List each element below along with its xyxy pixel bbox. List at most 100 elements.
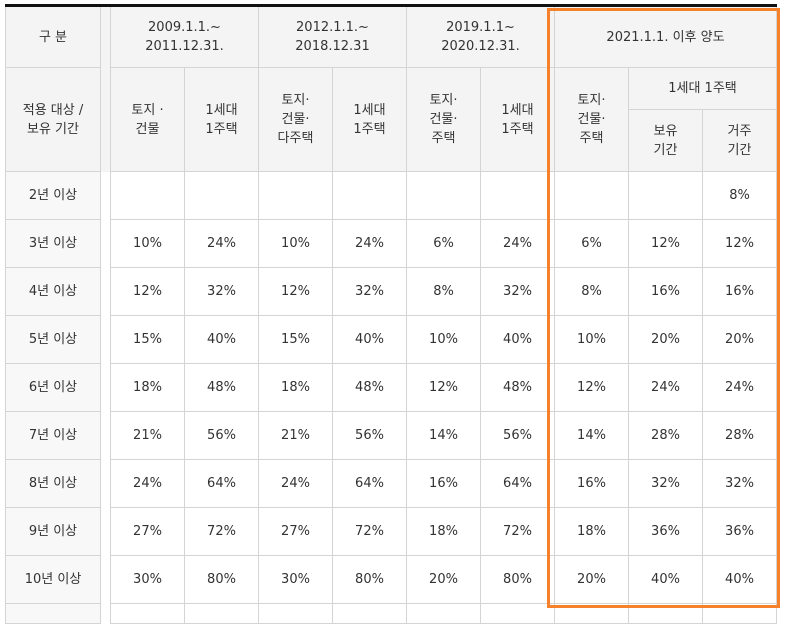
- rate-cell: 8%: [554, 267, 629, 316]
- rate-cell: 72%: [480, 507, 555, 556]
- rate-cell: 18%: [110, 363, 185, 412]
- row-label: 5년 이상: [5, 315, 101, 364]
- table-row: [5, 603, 777, 624]
- rate-cell: 56%: [480, 411, 555, 460]
- rate-cell: 24%: [184, 219, 259, 268]
- rate-cell: 20%: [406, 555, 481, 604]
- header-one-house: 1세대 1주택: [628, 67, 777, 110]
- rate-cell: 48%: [332, 363, 407, 412]
- rate-cell: 56%: [332, 411, 407, 460]
- deduction-rate-table: 구 분 2009.1.1.~ 2011.12.31. 2012.1.1.~ 20…: [5, 4, 777, 624]
- rate-cell: 15%: [258, 315, 333, 364]
- rate-cell: [110, 171, 185, 220]
- rate-cell: [258, 171, 333, 220]
- rate-cell: 20%: [628, 315, 703, 364]
- header-sub: 1세대 1주택: [184, 67, 259, 172]
- rate-cell: 18%: [258, 363, 333, 412]
- rate-cell: 40%: [184, 315, 259, 364]
- row-label: 9년 이상: [5, 507, 101, 556]
- gap: [100, 171, 111, 220]
- rate-cell: [332, 603, 407, 624]
- row-label: 3년 이상: [5, 219, 101, 268]
- rate-cell: 56%: [184, 411, 259, 460]
- gap: [100, 603, 111, 624]
- rate-cell: 24%: [480, 219, 555, 268]
- row-label: 8년 이상: [5, 459, 101, 508]
- header-sub: 토지· 건물· 주택: [554, 67, 629, 172]
- rate-cell: 8%: [406, 267, 481, 316]
- rate-cell: 12%: [406, 363, 481, 412]
- header-sub: 1세대 1주택: [480, 67, 555, 172]
- rate-cell: 16%: [406, 459, 481, 508]
- header-period-4: 2021.1.1. 이후 양도: [554, 5, 777, 68]
- rate-cell: [332, 171, 407, 220]
- rate-cell: 80%: [332, 555, 407, 604]
- rate-cell: [628, 171, 703, 220]
- rate-cell: 48%: [184, 363, 259, 412]
- rate-cell: 20%: [702, 315, 777, 364]
- table-row: 3년 이상 10% 24% 10% 24% 6% 24% 6% 12% 12%: [5, 219, 777, 268]
- row-label: 4년 이상: [5, 267, 101, 316]
- rate-cell: 14%: [554, 411, 629, 460]
- header-period-2: 2012.1.1.~ 2018.12.31: [258, 5, 407, 68]
- rate-cell: 12%: [554, 363, 629, 412]
- rate-cell: 27%: [258, 507, 333, 556]
- table-row: 2년 이상 8%: [5, 171, 777, 220]
- rate-cell: 30%: [110, 555, 185, 604]
- rate-cell: 30%: [258, 555, 333, 604]
- rate-cell: 36%: [628, 507, 703, 556]
- header-category: 구 분: [5, 5, 101, 68]
- header-target: 적용 대상 / 보유 기간: [5, 67, 101, 172]
- rate-cell: 14%: [406, 411, 481, 460]
- rate-cell: 24%: [258, 459, 333, 508]
- rate-cell: 15%: [110, 315, 185, 364]
- rate-cell: 72%: [332, 507, 407, 556]
- header-sub: 토지· 건물· 주택: [406, 67, 481, 172]
- rate-cell: 24%: [628, 363, 703, 412]
- gap: [100, 507, 111, 556]
- table-row: 10년 이상 30% 80% 30% 80% 20% 80% 20% 40% 40%: [5, 555, 777, 604]
- header-sub: 토지· 건물· 다주택: [258, 67, 333, 172]
- rate-cell: 24%: [110, 459, 185, 508]
- rate-cell: 64%: [184, 459, 259, 508]
- rate-cell: 18%: [554, 507, 629, 556]
- rate-cell: 10%: [554, 315, 629, 364]
- rate-cell: [258, 603, 333, 624]
- rate-cell: 20%: [554, 555, 629, 604]
- header-period-3: 2019.1.1~ 2020.12.31.: [406, 5, 555, 68]
- rate-cell: 10%: [406, 315, 481, 364]
- rate-cell: 10%: [258, 219, 333, 268]
- row-label: 10년 이상: [5, 555, 101, 604]
- rate-cell: 32%: [184, 267, 259, 316]
- rate-cell: 21%: [110, 411, 185, 460]
- rate-cell: 21%: [258, 411, 333, 460]
- rate-cell: 48%: [480, 363, 555, 412]
- rate-cell: 64%: [480, 459, 555, 508]
- rate-cell: 40%: [628, 555, 703, 604]
- rate-cell: 18%: [406, 507, 481, 556]
- rate-cell: 32%: [332, 267, 407, 316]
- rate-cell: 28%: [702, 411, 777, 460]
- rate-cell: 10%: [110, 219, 185, 268]
- rate-cell: 80%: [480, 555, 555, 604]
- header-sub: 토지 · 건물: [110, 67, 185, 172]
- header-period-1: 2009.1.1.~ 2011.12.31.: [110, 5, 259, 68]
- row-label: 7년 이상: [5, 411, 101, 460]
- row-label: 2년 이상: [5, 171, 101, 220]
- rate-cell: 16%: [628, 267, 703, 316]
- table-row: 9년 이상 27% 72% 27% 72% 18% 72% 18% 36% 36%: [5, 507, 777, 556]
- gap: [100, 315, 111, 364]
- rate-cell: 36%: [702, 507, 777, 556]
- gap: [100, 67, 111, 172]
- gap: [100, 411, 111, 460]
- rate-cell: 12%: [110, 267, 185, 316]
- rate-cell: 32%: [628, 459, 703, 508]
- table-row: 4년 이상 12% 32% 12% 32% 8% 32% 8% 16% 16%: [5, 267, 777, 316]
- rate-cell: 12%: [628, 219, 703, 268]
- rate-cell: [554, 171, 629, 220]
- rate-cell: 24%: [702, 363, 777, 412]
- rate-cell: 12%: [702, 219, 777, 268]
- rate-cell: [554, 603, 629, 624]
- rate-cell: 6%: [554, 219, 629, 268]
- rate-cell: [628, 603, 703, 624]
